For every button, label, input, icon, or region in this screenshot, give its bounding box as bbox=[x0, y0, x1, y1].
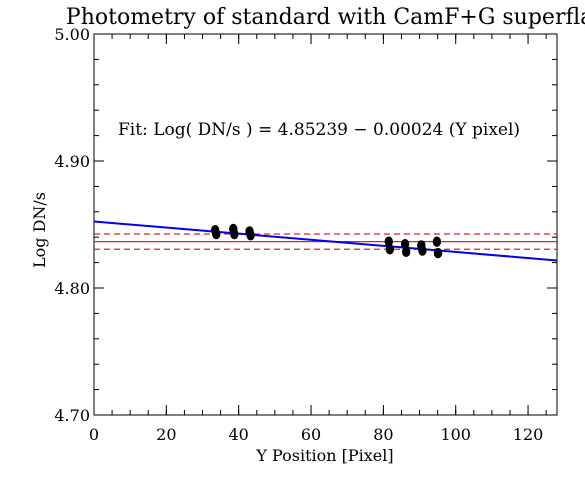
axis-ticks bbox=[93, 33, 557, 416]
fit-line-group bbox=[93, 220, 558, 262]
plot-area bbox=[93, 33, 558, 416]
chart-title: Photometry of standard with CamF+G super… bbox=[66, 5, 585, 30]
data-point bbox=[230, 228, 239, 240]
data-point bbox=[433, 247, 443, 259]
data-point bbox=[212, 228, 221, 240]
x-tick-labels: 0 20 40 60 80 100 120 bbox=[89, 425, 543, 444]
plot-frame bbox=[93, 33, 558, 416]
y-tick-label: 4.80 bbox=[54, 279, 90, 298]
data-point bbox=[401, 246, 411, 258]
x-tick-label: 40 bbox=[229, 425, 249, 444]
y-tick-labels: 4.70 4.80 4.90 5.00 bbox=[54, 25, 90, 425]
y-tick-label: 4.70 bbox=[54, 406, 90, 425]
x-tick-label: 20 bbox=[156, 425, 176, 444]
x-tick-label: 120 bbox=[513, 425, 544, 444]
x-tick-label: 0 bbox=[89, 425, 99, 444]
x-tick-label: 60 bbox=[301, 425, 321, 444]
x-axis-label: Y Position [Pixel] bbox=[255, 446, 393, 465]
x-tick-label: 100 bbox=[440, 425, 471, 444]
y-axis-label: Log DN/s bbox=[30, 192, 49, 268]
y-tick-label: 4.90 bbox=[54, 152, 90, 171]
data-point bbox=[385, 244, 395, 255]
fit-annotation: Fit: Log( DN/s ) = 4.85239 − 0.00024 (Y … bbox=[118, 120, 520, 140]
data-point bbox=[246, 230, 255, 241]
x-tick-label: 80 bbox=[373, 425, 393, 444]
data-point bbox=[418, 245, 427, 256]
fit-line bbox=[93, 220, 558, 262]
y-tick-label: 5.00 bbox=[54, 25, 90, 44]
data-points bbox=[210, 223, 443, 259]
data-point bbox=[432, 236, 442, 247]
